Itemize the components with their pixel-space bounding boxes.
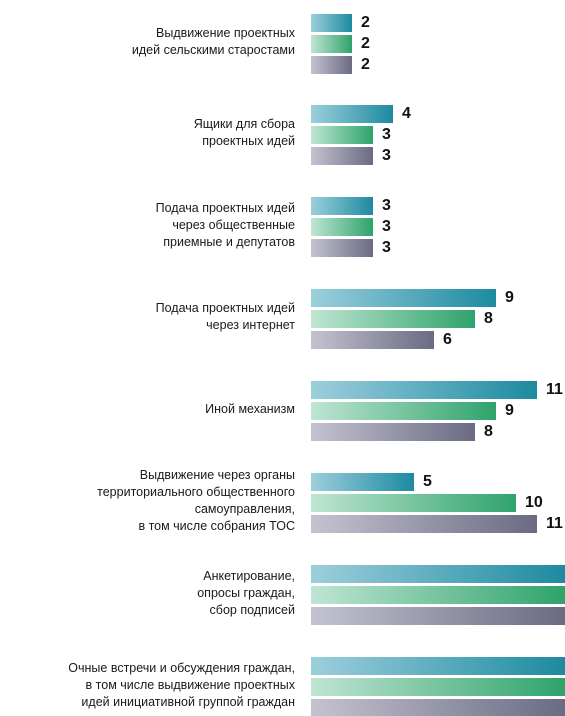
value-label: 10 <box>525 494 543 511</box>
bar-series-3 <box>311 331 434 349</box>
category-label-line: Подача проектных идей <box>155 200 295 215</box>
category-label: Анкетирование, опросы граждан, сбор подпис… <box>197 568 295 619</box>
category-label: Ящики для сбора проектных идей <box>194 116 295 150</box>
category-label-line: Анкетирование, <box>203 568 295 583</box>
value-label: 2 <box>361 14 370 31</box>
category-label-line: Подача проектных идей <box>155 301 295 315</box>
category-label: Подача проектных идей через общественные п… <box>156 200 295 251</box>
bar-series-1 <box>311 289 496 307</box>
value-label: 3 <box>382 239 391 256</box>
value-label: 9 <box>505 289 514 306</box>
value-label: 6 <box>443 331 452 348</box>
category-label-line: Выдвижение через органы <box>139 468 295 482</box>
bar-series-1 <box>311 105 393 123</box>
category-label-line: через общественные <box>172 217 295 232</box>
bar-series-3 <box>311 423 475 441</box>
category-label-line: Иной механизм <box>205 401 295 416</box>
bar-series-1 <box>311 657 565 675</box>
bar-series-2 <box>311 310 475 328</box>
category-label-line: Ящики для сбора <box>193 117 295 131</box>
category-label-line: в том числе собрания ТОС <box>138 519 295 533</box>
value-label: 3 <box>382 218 391 235</box>
category-label-line: Очные встречи и обсуждения граждан, <box>68 660 295 675</box>
bar-series-1 <box>311 473 414 491</box>
category-label: Иной механизм <box>205 401 295 418</box>
category-label: Выдвижение проектных идей сельскими старо… <box>132 25 295 59</box>
category-label-line: опросы граждан, <box>197 585 295 600</box>
bar-series-2 <box>311 494 516 512</box>
bar-series-3 <box>311 699 565 716</box>
value-label: 5 <box>423 473 432 490</box>
category-label: Подача проектных идей через интернет <box>156 300 295 334</box>
category-label-line: проектных идей <box>202 134 295 148</box>
value-label: 3 <box>382 147 391 164</box>
bar-series-3 <box>311 147 373 165</box>
value-label: 8 <box>484 310 493 327</box>
value-label: 9 <box>505 402 514 419</box>
bar-series-3 <box>311 239 373 257</box>
category-label-line: Выдвижение проектных <box>156 26 295 40</box>
bar-series-1 <box>311 197 373 215</box>
category-label-line: через интернет <box>206 318 295 332</box>
bar-series-3 <box>311 515 537 533</box>
category-label-line: в том числе выдвижение проектных <box>85 677 295 692</box>
bar-series-2 <box>311 678 565 696</box>
bar-series-2 <box>311 218 373 236</box>
value-label: 11 <box>546 515 563 532</box>
category-label-line: идей инициативной группой граждан <box>81 694 295 709</box>
bar-series-2 <box>311 126 373 144</box>
value-label: 3 <box>382 126 391 143</box>
category-label-line: территориального общественного <box>97 485 295 499</box>
category-label-line: сбор подписей <box>209 602 295 617</box>
bar-series-1 <box>311 381 537 399</box>
value-label: 2 <box>361 35 370 52</box>
value-label: 3 <box>382 197 391 214</box>
bar-series-2 <box>311 35 352 53</box>
category-label: Выдвижение через органы территориального … <box>97 467 295 535</box>
bar-series-1 <box>311 565 565 583</box>
bar-series-2 <box>311 402 496 420</box>
category-label-line: приемные и депутатов <box>163 234 295 249</box>
bar-series-3 <box>311 607 565 625</box>
value-label: 2 <box>361 56 370 73</box>
value-label: 8 <box>484 423 493 440</box>
category-label-line: самоуправления, <box>194 502 295 516</box>
category-label-line: идей сельскими старостами <box>131 43 295 57</box>
category-label: Очные встречи и обсуждения граждан, в том… <box>68 660 295 711</box>
value-label: 4 <box>402 105 411 122</box>
value-label: 11 <box>546 381 563 398</box>
bar-series-3 <box>311 56 352 74</box>
bar-series-1 <box>311 14 352 32</box>
bar-series-2 <box>311 586 565 604</box>
